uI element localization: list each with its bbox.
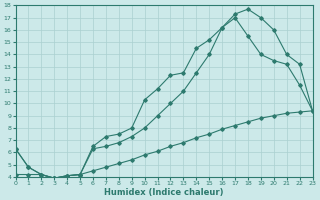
X-axis label: Humidex (Indice chaleur): Humidex (Indice chaleur) xyxy=(104,188,224,197)
